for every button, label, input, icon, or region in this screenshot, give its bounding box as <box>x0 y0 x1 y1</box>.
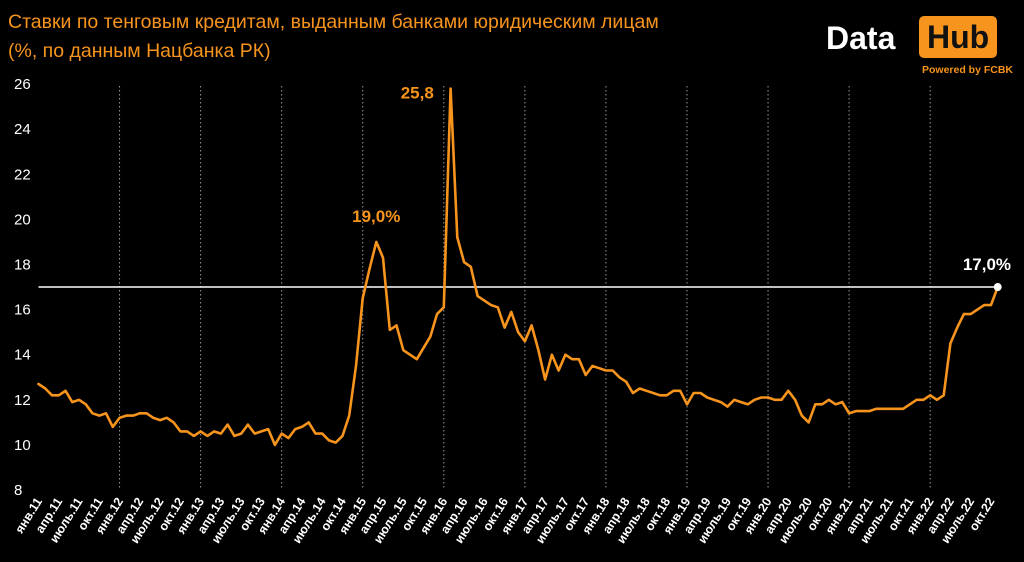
y-tick-label: 10 <box>14 437 31 454</box>
y-tick-label: 12 <box>14 392 31 409</box>
logo-word-hub: Hub <box>919 16 998 58</box>
data-annotation: 19,0% <box>352 207 400 226</box>
data-annotation: 17,0% <box>963 255 1011 274</box>
y-tick-label: 22 <box>14 166 31 183</box>
y-tick-label: 14 <box>14 347 31 364</box>
y-tick-label: 20 <box>14 211 31 228</box>
y-tick-label: 18 <box>14 257 31 274</box>
logo-tagline: Powered by FCBK <box>922 64 1014 76</box>
end-point-marker <box>993 283 1002 292</box>
chart-title-line1: Ставки по тенговым кредитам, выданным ба… <box>8 11 659 33</box>
y-tick-label: 16 <box>14 302 31 319</box>
y-tick-label: 26 <box>14 76 31 93</box>
y-tick-label: 24 <box>14 121 31 138</box>
datahub-logo: Data Hub Powered by FCBK <box>826 14 1016 84</box>
chart-title: Ставки по тенговым кредитам, выданным ба… <box>8 8 659 66</box>
chart-title-line2: (%, по данным Нацбанка РК) <box>8 40 271 62</box>
series-line <box>37 87 1000 447</box>
logo-word-data: Data <box>826 20 896 56</box>
y-tick-label: 8 <box>14 482 22 499</box>
data-annotation: 25,8 <box>401 84 434 103</box>
